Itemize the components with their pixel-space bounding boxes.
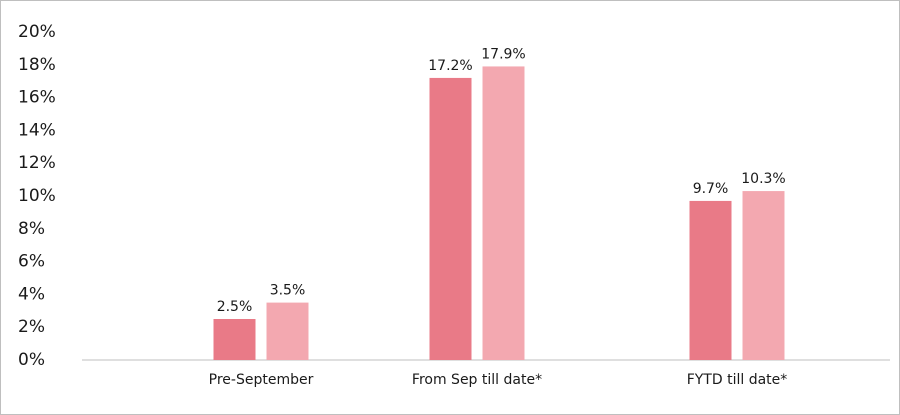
y-tick-label: 14% — [18, 120, 56, 140]
bar — [213, 319, 256, 360]
value-label: 9.7% — [693, 181, 729, 197]
x-tick-label: From Sep till date* — [412, 372, 542, 388]
y-tick-label: 0% — [18, 350, 45, 370]
x-tick-label: Pre-September — [209, 372, 314, 388]
value-label: 10.3% — [741, 171, 785, 187]
y-tick-label: 10% — [18, 186, 56, 206]
value-label: 17.2% — [428, 58, 472, 74]
bar — [266, 302, 309, 360]
y-tick-label: 12% — [18, 153, 56, 173]
bar — [689, 200, 732, 360]
bar — [482, 66, 525, 360]
y-tick-label: 6% — [18, 252, 45, 272]
y-tick-label: 16% — [18, 88, 56, 108]
value-label: 3.5% — [270, 283, 306, 299]
bar — [429, 77, 472, 361]
y-tick-label: 20% — [18, 22, 56, 42]
y-tick-label: 18% — [18, 55, 56, 75]
y-tick-label: 2% — [18, 317, 45, 337]
value-label: 17.9% — [481, 46, 525, 62]
y-tick-label: 4% — [18, 284, 45, 304]
x-tick-label: FYTD till date* — [687, 372, 788, 388]
value-label: 2.5% — [217, 299, 253, 315]
y-tick-label: 8% — [18, 219, 45, 239]
bar — [742, 191, 785, 360]
